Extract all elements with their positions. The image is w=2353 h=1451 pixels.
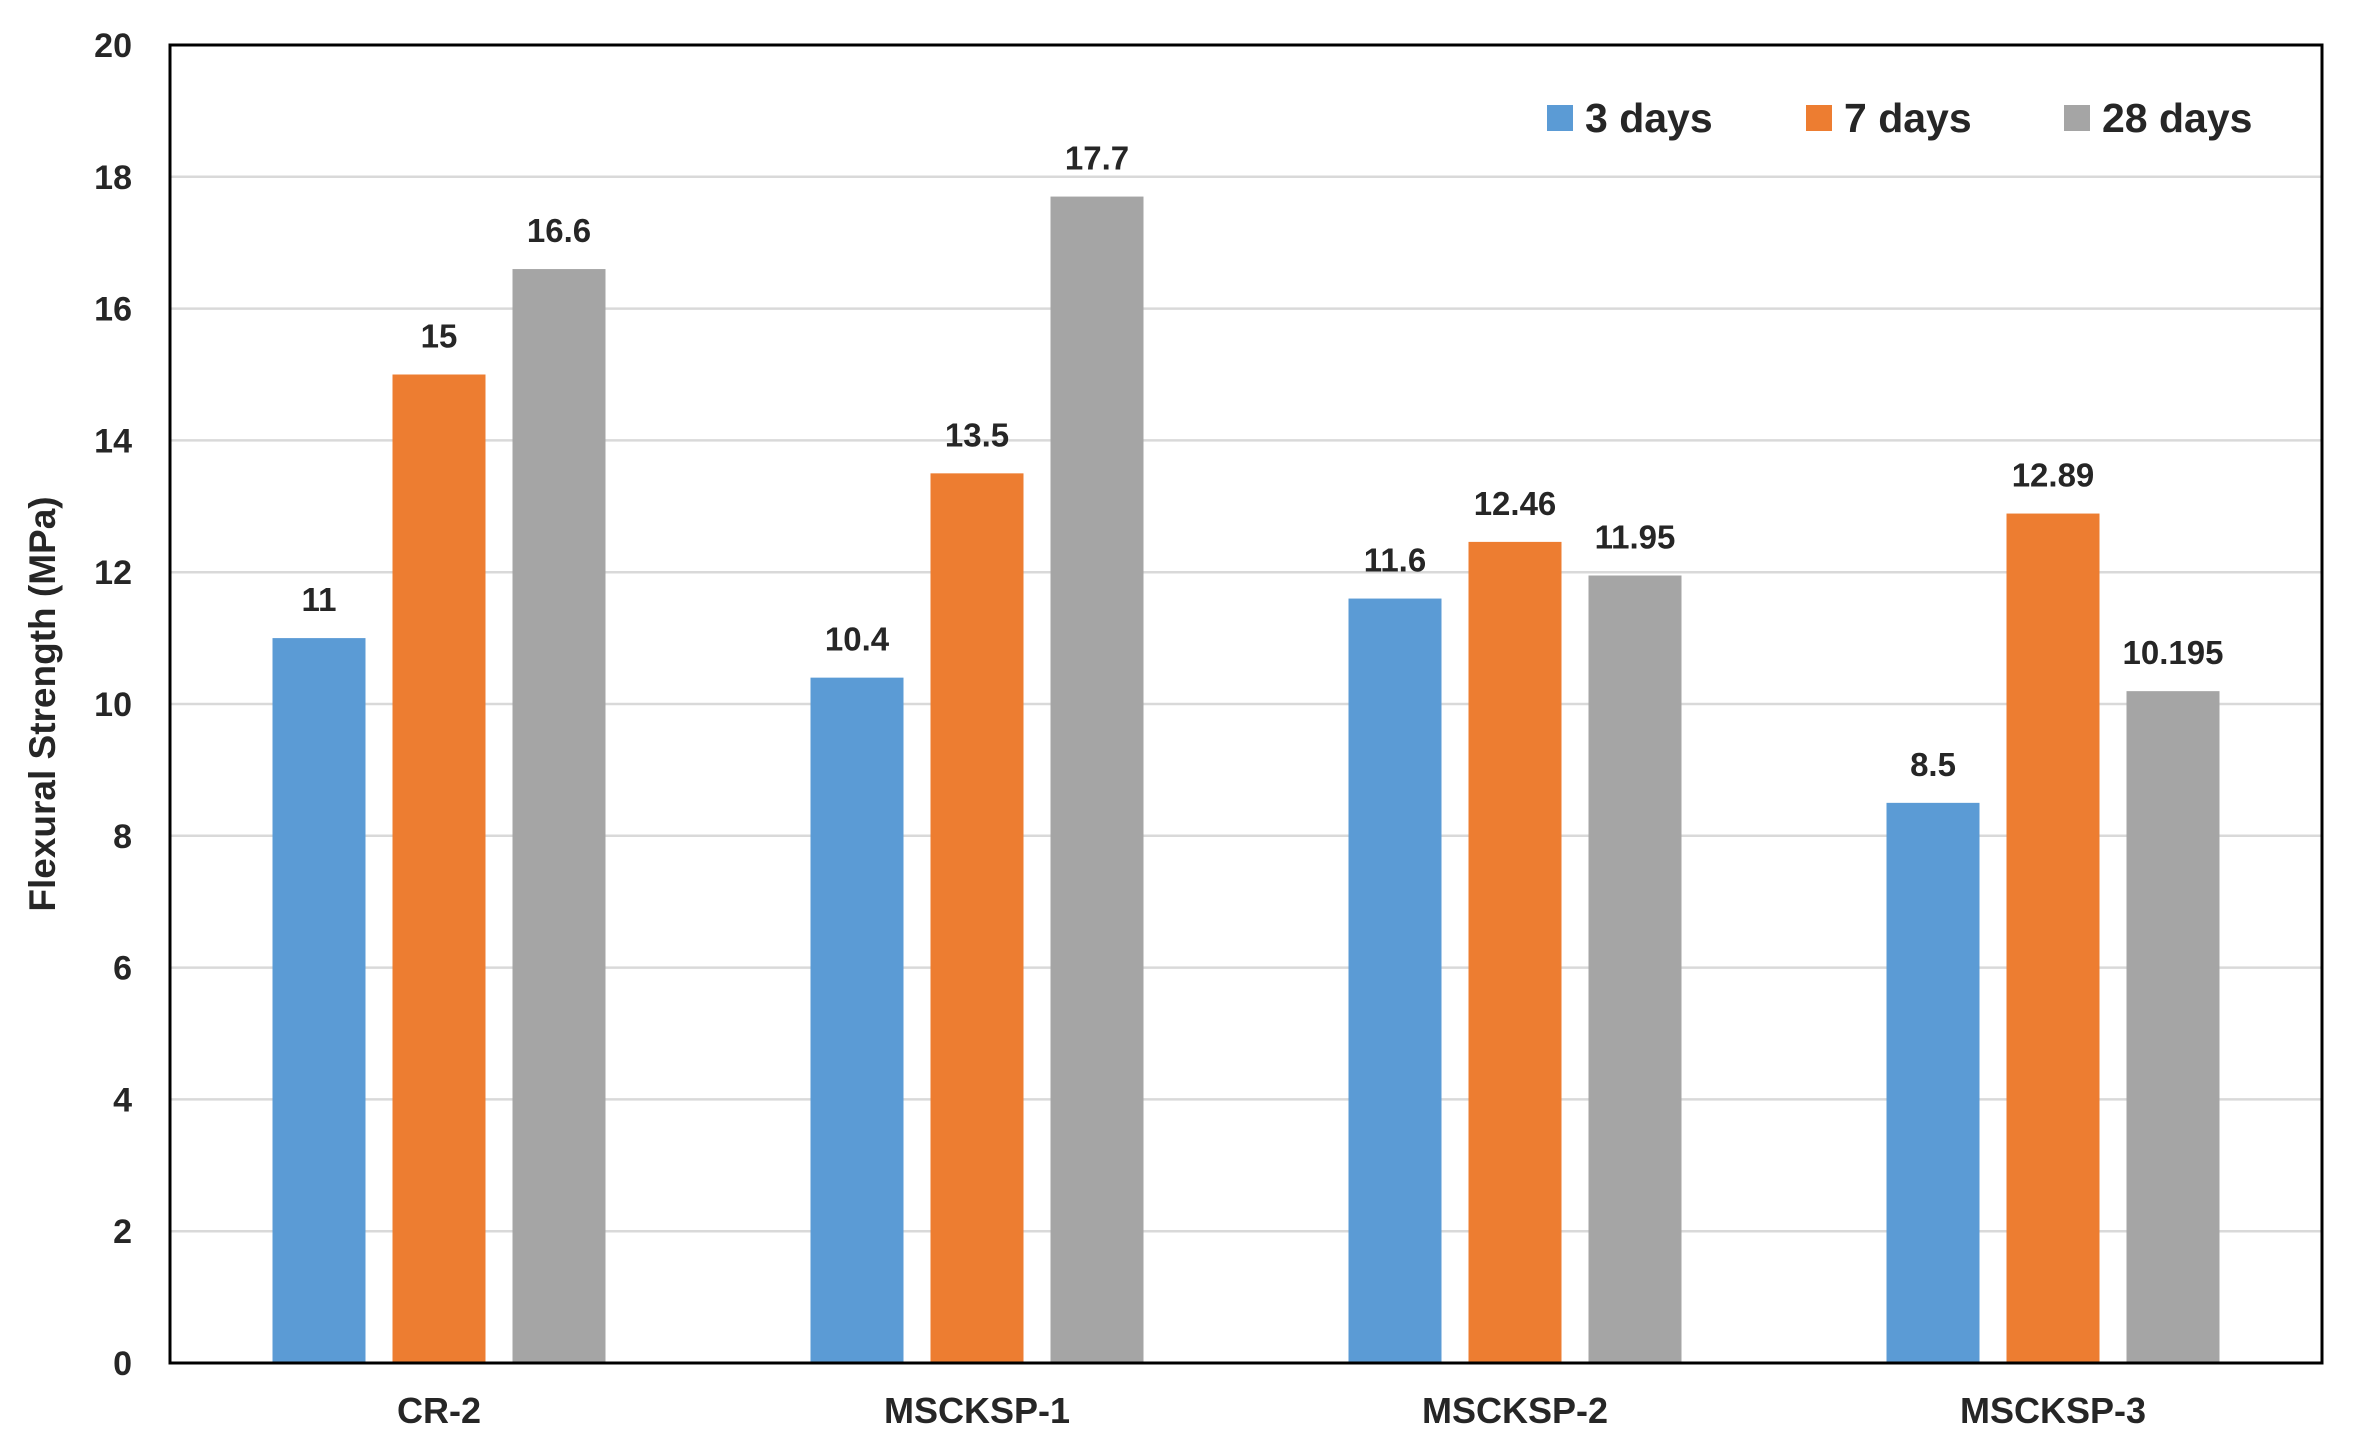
bar-28-days-mscksp-1 [1050,196,1144,1363]
axes: 0 2 4 6 8 10 12 14 16 18 20 CR-2 MSCKSP-1 MSCKSP-2 MSC… [94,27,2146,1431]
data-label: 11.95 [1595,518,1676,555]
legend-swatch [1806,105,1832,131]
data-label: 12.46 [1474,485,1557,522]
x-category-label: MSCKSP-3 [1960,1390,2146,1431]
y-tick-label: 18 [94,159,132,197]
bars [272,196,2220,1364]
bar-3-days-mscksp-1 [810,677,904,1363]
y-axis-label: Flexural Strength (MPa) [22,496,63,911]
legend-swatch [2064,105,2090,131]
legend-label: 3 days [1585,95,1713,141]
x-category-label: MSCKSP-2 [1422,1390,1608,1431]
y-tick-label: 4 [113,1081,132,1119]
y-tick-label: 20 [94,27,132,65]
legend: 3 days 7 days 28 days [1547,95,2252,141]
legend-item-7-days: 7 days [1806,95,1972,141]
bar-7-days-mscksp-3 [2006,513,2100,1363]
bar-28-days-cr-2 [512,269,606,1363]
bar-7-days-cr-2 [392,374,486,1363]
legend-swatch [1547,105,1573,131]
data-label: 16.6 [527,212,591,249]
legend-item-3-days: 3 days [1547,95,1713,141]
bar-28-days-mscksp-2 [1588,575,1682,1363]
bar-3-days-mscksp-2 [1348,598,1442,1363]
y-tick-label: 0 [113,1345,132,1383]
plot-area-border [168,43,2324,1365]
data-label: 10.195 [2123,634,2224,671]
legend-label: 7 days [1844,95,1972,141]
bar-7-days-mscksp-1 [930,473,1024,1364]
y-tick-label: 2 [113,1213,132,1251]
y-tick-label: 14 [94,422,132,460]
data-label: 13.5 [945,416,1009,453]
bar-28-days-mscksp-3 [2126,691,2220,1363]
data-label: 11.6 [1364,542,1426,579]
bar-7-days-mscksp-2 [1468,541,1562,1363]
data-label: 15 [421,318,458,355]
data-labels: 11 15 16.6 10.4 13.5 17.7 11.6 12.46 11.95 8.5 12.… [302,140,2224,783]
data-label: 11 [302,581,337,618]
legend-label: 28 days [2102,95,2252,141]
bar-3-days-mscksp-3 [1886,802,1980,1363]
y-tick-label: 8 [113,818,132,856]
bar-3-days-cr-2 [272,638,366,1363]
data-label: 8.5 [1910,746,1956,783]
x-category-label: CR-2 [397,1390,481,1431]
legend-item-28-days: 28 days [2064,95,2252,141]
x-category-label: MSCKSP-1 [884,1390,1070,1431]
y-tick-label: 6 [113,950,132,988]
data-label: 10.4 [825,621,890,658]
y-tick-label: 12 [94,554,132,592]
data-label: 12.89 [2012,457,2095,494]
y-tick-label: 16 [94,291,132,329]
y-tick-label: 10 [94,686,132,724]
data-label: 17.7 [1065,140,1129,177]
